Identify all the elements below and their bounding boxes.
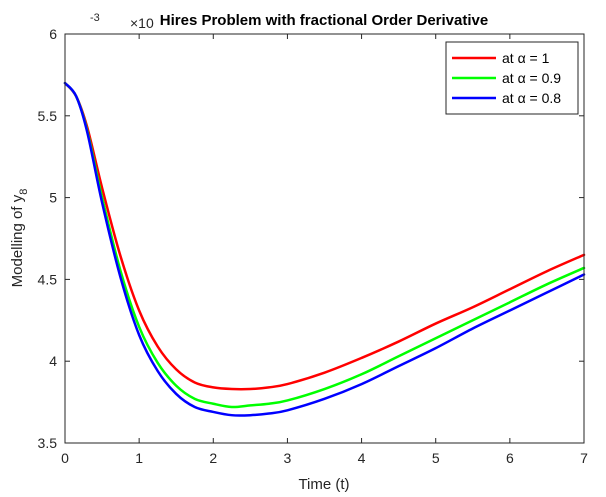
- x-axis-label: Time (t): [298, 476, 349, 493]
- y-axis-label-group: Modelling of y8: [9, 189, 30, 288]
- x-tick-label: 1: [135, 450, 143, 466]
- legend-label-3: at α = 0.8: [502, 90, 561, 106]
- y-exponent-base: ×10: [130, 15, 154, 31]
- y-axis-label: Modelling of y8: [9, 189, 30, 288]
- legend-label-2: at α = 0.9: [502, 70, 561, 86]
- y-tick-label: 4: [49, 353, 57, 369]
- y-exponent-power: -3: [90, 12, 100, 24]
- legend: at α = 1 at α = 0.9 at α = 0.8: [445, 41, 579, 115]
- axes-box: [64, 33, 585, 444]
- x-tick-label: 6: [506, 450, 514, 466]
- x-tick-label: 7: [580, 450, 588, 466]
- series-lines: [63, 81, 586, 417]
- x-axis-ticks: 0 1 2 3 4 5 6 7: [61, 34, 588, 466]
- y-axis-label-subscript: 8: [18, 189, 30, 195]
- chart-title: Hires Problem with fractional Order Deri…: [160, 12, 488, 29]
- series-line-3: [63, 81, 586, 417]
- x-tick-label: 0: [61, 450, 69, 466]
- x-tick-label: 2: [209, 450, 217, 466]
- x-tick-label: 4: [358, 450, 366, 466]
- y-tick-label: 5: [49, 190, 57, 206]
- series-line-1: [63, 81, 586, 391]
- legend-label-1: at α = 1: [502, 50, 550, 66]
- y-tick-label: 4.5: [38, 271, 58, 287]
- y-tick-label: 3.5: [38, 435, 58, 451]
- y-tick-label: 6: [49, 26, 57, 42]
- series-line-2: [63, 81, 586, 409]
- x-tick-label: 3: [284, 450, 292, 466]
- y-tick-label: 5.5: [38, 108, 58, 124]
- y-axis-label-main: Modelling of y: [9, 194, 26, 287]
- x-tick-label: 5: [432, 450, 440, 466]
- y-axis-ticks: 3.5 4 4.5 5 5.5 6: [38, 26, 584, 451]
